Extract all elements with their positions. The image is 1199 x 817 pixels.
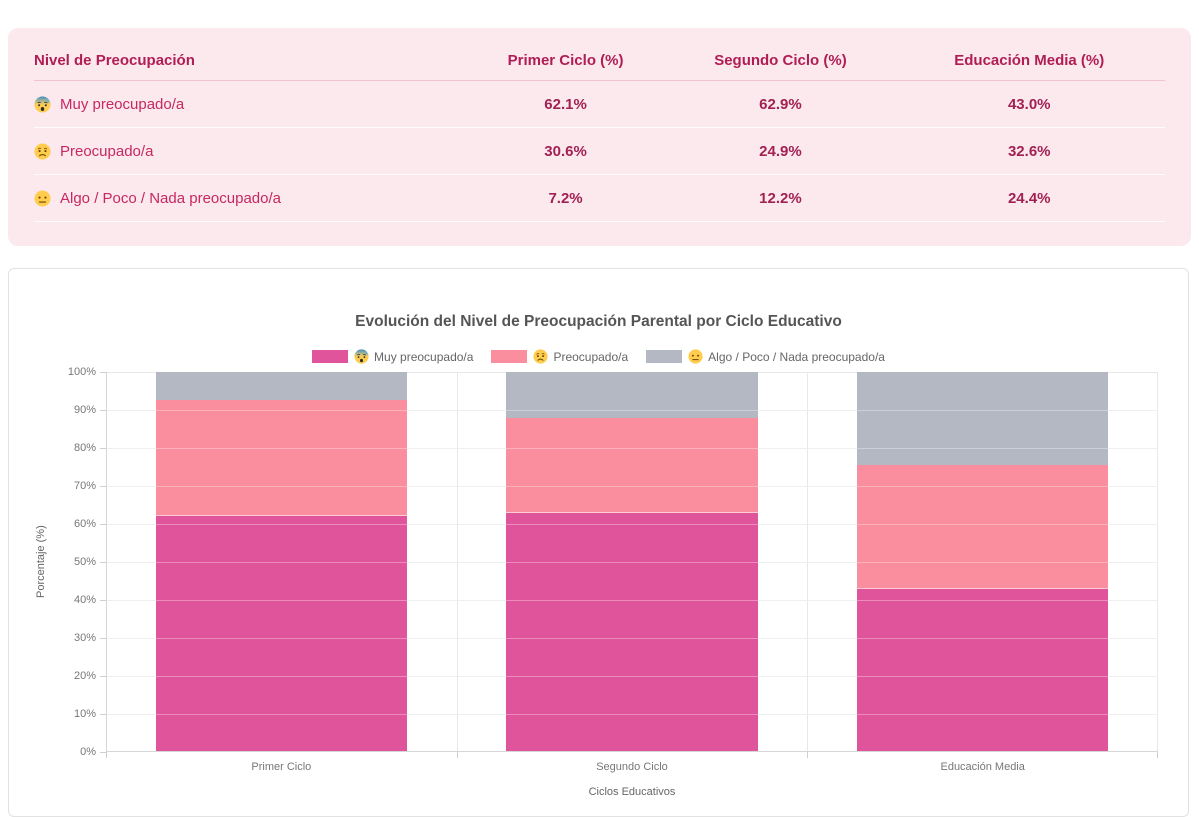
x-axis-labels: Primer Ciclo Segundo Ciclo Educación Media — [106, 761, 1158, 773]
column-header-segundo-ciclo: Segundo Ciclo (%) — [714, 52, 847, 69]
row-label: Preocupado/a — [60, 142, 154, 160]
y-tick-label: 10% — [73, 708, 96, 720]
value-cell: 24.9% — [759, 142, 802, 160]
column-header-primer-ciclo: Primer Ciclo (%) — [507, 52, 624, 69]
legend-item[interactable]: Preocupado/a — [491, 349, 628, 364]
v-gridline — [1157, 372, 1158, 752]
x-category-label: Segundo Ciclo — [596, 761, 668, 773]
bar-segment[interactable] — [155, 516, 407, 752]
x-axis-line — [106, 751, 1158, 752]
neutral-face-emoji — [688, 349, 703, 364]
bar-segment[interactable] — [857, 588, 1109, 752]
h-gridline-overlay — [106, 600, 1158, 601]
chart-title: Evolución del Nivel de Preocupación Pare… — [355, 313, 842, 330]
x-tick-mark — [807, 752, 809, 758]
y-tick-label: 20% — [73, 670, 96, 682]
table-header-row: Nivel de Preocupación Primer Ciclo (%) S… — [34, 41, 1165, 81]
y-tick-label: 50% — [73, 556, 96, 568]
v-gridline — [807, 372, 809, 752]
x-axis-title: Ciclos Educativos — [588, 786, 676, 798]
y-tick-mark — [100, 372, 106, 373]
h-gridline-overlay — [106, 486, 1158, 487]
h-gridline-overlay — [106, 562, 1158, 563]
value-cell: 62.9% — [759, 95, 802, 113]
legend-swatch — [312, 350, 349, 363]
stacked-bar-educaci-n-media[interactable] — [857, 372, 1109, 752]
y-tick-label: 60% — [73, 518, 96, 530]
chart-legend: Muy preocupado/a Preocupado/a Algo / Poco … — [9, 349, 1188, 364]
stacked-bar-segundo-ciclo[interactable] — [506, 372, 758, 752]
concern-table-card: Nivel de Preocupación Primer Ciclo (%) S… — [8, 28, 1191, 246]
bar-segment[interactable] — [857, 464, 1109, 589]
y-tick-mark — [100, 410, 106, 411]
anxious-face-sweat-emoji — [354, 349, 369, 364]
chart-card: Evolución del Nivel de Preocupación Pare… — [8, 268, 1189, 817]
bar-segment[interactable] — [506, 372, 758, 419]
legend-swatch — [646, 350, 683, 363]
bar-segment[interactable] — [857, 372, 1109, 465]
y-tick-label: 100% — [67, 366, 96, 378]
h-gridline-overlay — [106, 676, 1158, 677]
y-tick-label: 90% — [73, 404, 96, 416]
h-gridline-overlay — [106, 448, 1158, 449]
y-tick-mark — [100, 638, 106, 639]
column-header-nivel: Nivel de Preocupación — [34, 52, 195, 69]
x-category-label: Educación Media — [940, 761, 1025, 773]
bar-segment[interactable] — [506, 418, 758, 513]
table-row: Preocupado/a 30.6% 24.9% 32.6% — [34, 128, 1165, 175]
worried-face-emoji — [34, 142, 51, 160]
legend-item[interactable]: Algo / Poco / Nada preocupado/a — [646, 349, 885, 364]
x-category-label: Primer Ciclo — [251, 761, 312, 773]
value-cell: 30.6% — [544, 142, 587, 160]
y-tick-label: 70% — [73, 480, 96, 492]
value-cell: 62.1% — [544, 95, 587, 113]
v-gridline — [456, 372, 458, 752]
x-tick-mark — [456, 752, 458, 758]
x-tick-mark — [1157, 752, 1158, 758]
y-tick-mark — [100, 486, 106, 487]
y-tick-label: 30% — [73, 632, 96, 644]
y-tick-mark — [100, 676, 106, 677]
bar-segment[interactable] — [155, 372, 407, 400]
h-gridline-overlay — [106, 638, 1158, 639]
value-cell: 43.0% — [1007, 95, 1051, 113]
value-cell: 32.6% — [1007, 142, 1051, 160]
value-cell: 7.2% — [548, 189, 583, 207]
value-cell: 12.2% — [759, 189, 802, 207]
column-header-educacion-media: Educación Media (%) — [954, 52, 1105, 69]
y-tick-mark — [100, 600, 106, 601]
h-gridline-overlay — [106, 410, 1158, 411]
y-tick-label: 0% — [80, 746, 96, 758]
legend-label: Preocupado/a — [553, 349, 629, 364]
worried-face-emoji — [533, 349, 549, 364]
y-axis-line — [106, 372, 107, 752]
row-label: Algo / Poco / Nada preocupado/a — [60, 189, 281, 207]
neutral-face-emoji — [34, 189, 51, 207]
legend-label: Algo / Poco / Nada preocupado/a — [708, 349, 885, 364]
stacked-bar-primer-ciclo[interactable] — [155, 372, 407, 752]
y-tick-label: 40% — [73, 594, 96, 606]
y-tick-label: 80% — [73, 442, 96, 454]
anxious-face-sweat-emoji — [34, 95, 51, 113]
legend-item[interactable]: Muy preocupado/a — [312, 349, 473, 364]
table-body: Muy preocupado/a 62.1% 62.9% 43.0% Preocupad… — [34, 81, 1165, 222]
y-tick-mark — [100, 714, 106, 715]
row-label: Muy preocupado/a — [60, 95, 185, 113]
plot-area — [106, 372, 1158, 752]
legend-swatch — [491, 350, 528, 363]
bar-segment[interactable] — [506, 512, 758, 752]
bar-segment[interactable] — [155, 399, 407, 517]
table-row: Muy preocupado/a 62.1% 62.9% 43.0% — [34, 81, 1165, 128]
y-axis-labels: 0% 10% 20% 30% 40% 50% 60% 70% 80% 90% 100% — [9, 366, 96, 758]
y-tick-mark — [100, 562, 106, 563]
legend-label: Muy preocupado/a — [374, 349, 474, 364]
x-tick-mark — [106, 752, 107, 758]
table-row: Algo / Poco / Nada preocupado/a 7.2% 12.2%… — [34, 175, 1165, 222]
y-tick-mark — [100, 524, 106, 525]
h-gridline-overlay — [106, 524, 1158, 525]
value-cell: 24.4% — [1007, 189, 1051, 207]
h-gridline-overlay — [106, 714, 1158, 715]
y-tick-mark — [100, 752, 106, 753]
y-tick-mark — [100, 448, 106, 449]
